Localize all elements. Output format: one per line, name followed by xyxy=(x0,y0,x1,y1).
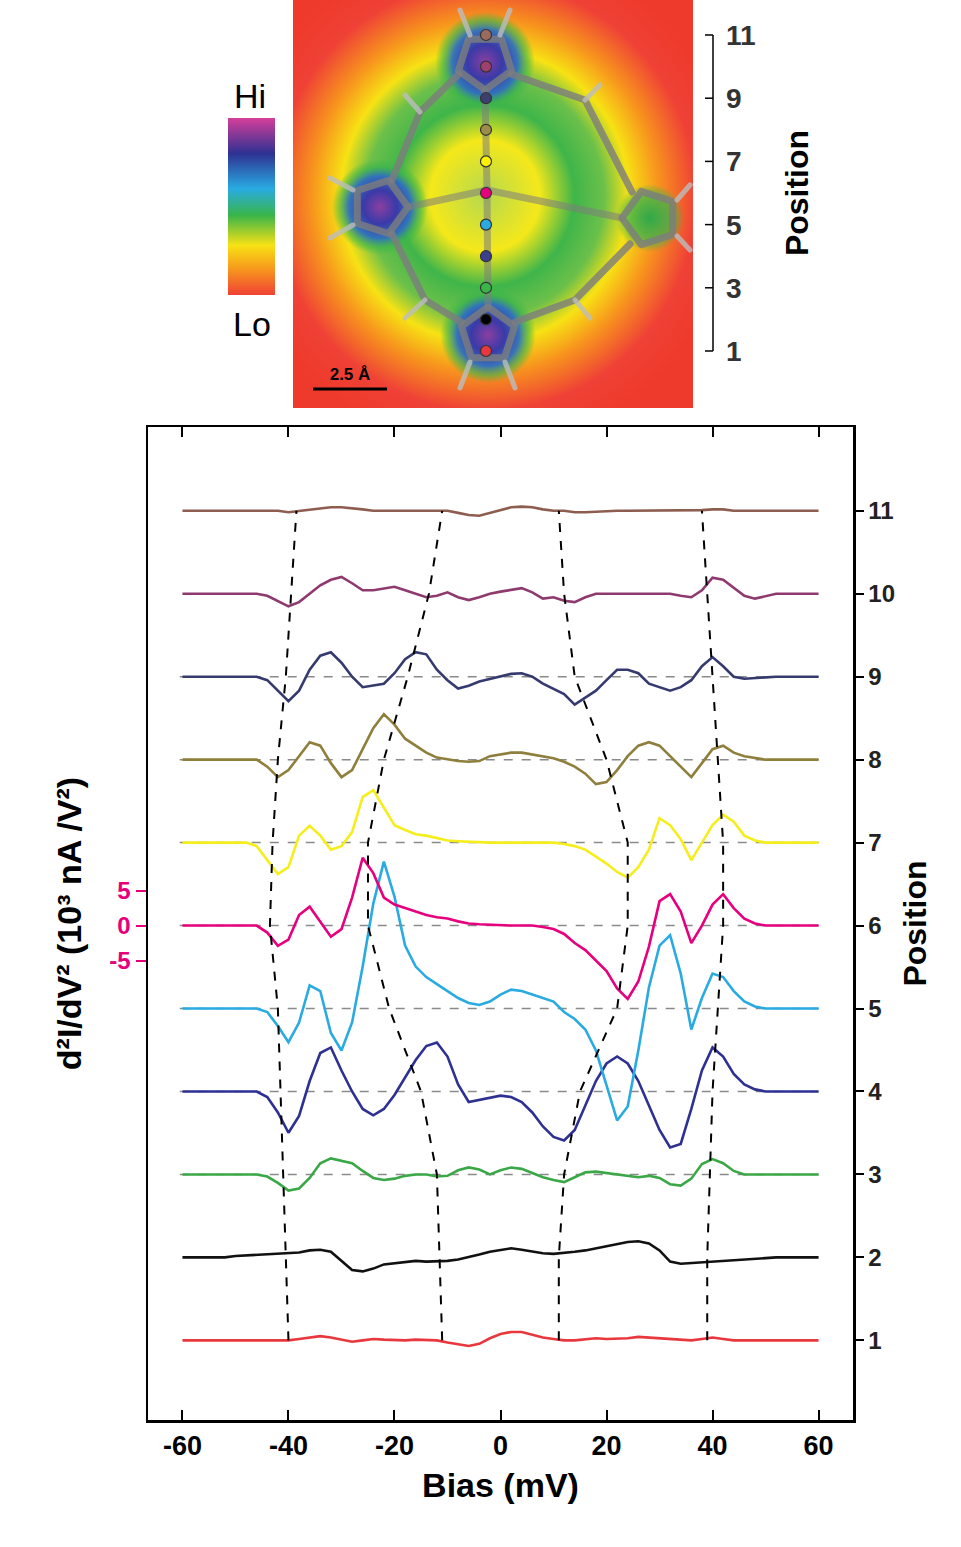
svg-text:Position: Position xyxy=(897,860,933,986)
svg-text:2.5 Å: 2.5 Å xyxy=(330,365,371,384)
svg-text:5: 5 xyxy=(726,210,742,241)
svg-text:7: 7 xyxy=(868,829,881,856)
svg-text:6: 6 xyxy=(868,912,881,939)
svg-text:-60: -60 xyxy=(163,1431,202,1461)
svg-text:2: 2 xyxy=(868,1244,881,1271)
svg-text:-40: -40 xyxy=(269,1431,308,1461)
svg-text:9: 9 xyxy=(868,663,881,690)
svg-text:20: 20 xyxy=(591,1431,621,1461)
svg-text:5: 5 xyxy=(117,877,130,904)
svg-text:7: 7 xyxy=(726,146,742,177)
svg-text:9: 9 xyxy=(726,83,742,114)
svg-text:5: 5 xyxy=(868,995,881,1022)
svg-text:10: 10 xyxy=(868,580,895,607)
svg-text:3: 3 xyxy=(726,273,742,304)
svg-text:3: 3 xyxy=(868,1161,881,1188)
svg-text:4: 4 xyxy=(868,1078,882,1105)
svg-text:8: 8 xyxy=(868,746,881,773)
svg-text:11: 11 xyxy=(726,20,756,51)
svg-text:60: 60 xyxy=(804,1431,834,1461)
svg-text:40: 40 xyxy=(698,1431,728,1461)
svg-text:11: 11 xyxy=(868,497,893,524)
svg-text:0: 0 xyxy=(117,912,130,939)
svg-text:Lo: Lo xyxy=(233,305,271,343)
svg-text:0: 0 xyxy=(493,1431,508,1461)
svg-text:Position: Position xyxy=(779,130,815,256)
svg-text:Hi: Hi xyxy=(234,77,266,115)
svg-text:1: 1 xyxy=(726,336,742,367)
svg-text:1: 1 xyxy=(868,1327,881,1354)
svg-text:d²I/dV² (10³ nA /V²): d²I/dV² (10³ nA /V²) xyxy=(50,777,88,1070)
svg-text:-20: -20 xyxy=(375,1431,414,1461)
svg-text:Bias (mV): Bias (mV) xyxy=(422,1466,579,1504)
svg-text:-5: -5 xyxy=(109,947,130,974)
